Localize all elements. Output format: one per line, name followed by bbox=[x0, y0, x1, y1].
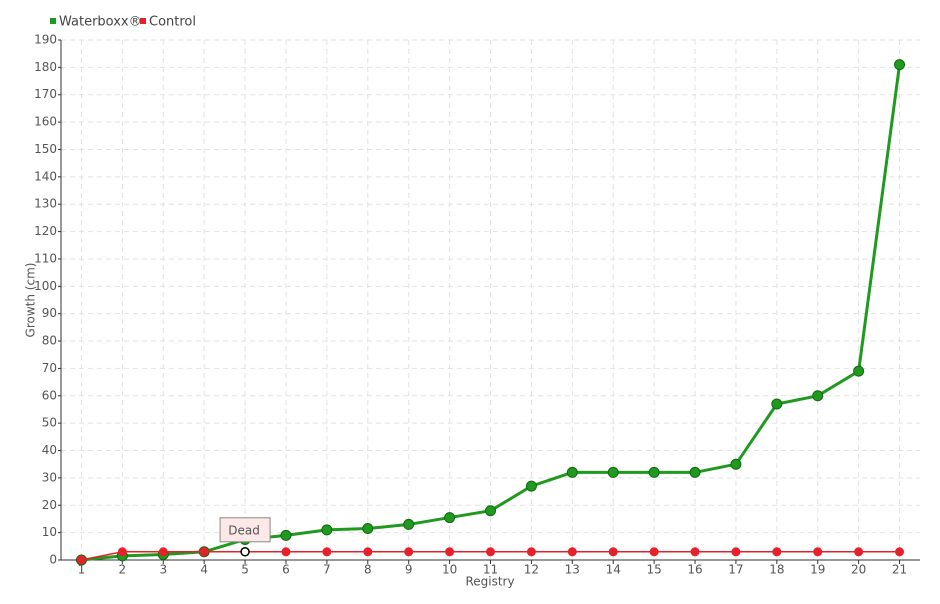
point bbox=[649, 547, 659, 557]
x-tick-label: 14 bbox=[606, 563, 621, 577]
x-tick-label: 6 bbox=[282, 563, 290, 577]
point bbox=[322, 547, 332, 557]
x-tick-label: 16 bbox=[687, 563, 702, 577]
y-axis-title: Growth (cm) bbox=[24, 263, 38, 338]
x-tick-label: 9 bbox=[405, 563, 413, 577]
y-tick-label: 10 bbox=[42, 525, 57, 539]
point bbox=[280, 529, 292, 541]
point bbox=[486, 547, 495, 557]
point bbox=[690, 547, 700, 557]
x-tick-label: 10 bbox=[442, 563, 457, 577]
point bbox=[362, 523, 374, 535]
point bbox=[648, 466, 660, 478]
point bbox=[566, 466, 578, 478]
x-tick-label: 19 bbox=[810, 563, 825, 577]
point bbox=[854, 547, 864, 557]
point bbox=[158, 547, 168, 557]
y-tick-label: 130 bbox=[34, 197, 57, 211]
y-tick-label: 170 bbox=[34, 87, 57, 101]
point bbox=[363, 547, 373, 557]
x-tick-label: 11 bbox=[483, 563, 498, 577]
y-tick-label: 20 bbox=[42, 498, 57, 512]
x-tick-label: 13 bbox=[565, 563, 580, 577]
legend-swatch bbox=[50, 18, 56, 24]
point bbox=[812, 390, 824, 402]
x-tick-label: 5 bbox=[241, 563, 249, 577]
x-tick-label: 4 bbox=[200, 563, 208, 577]
point bbox=[485, 505, 496, 517]
point bbox=[240, 547, 250, 557]
point bbox=[404, 547, 414, 557]
legend-swatch bbox=[140, 18, 146, 24]
y-tick-label: 80 bbox=[42, 334, 57, 348]
point bbox=[853, 365, 865, 377]
x-axis-title: Registry bbox=[465, 575, 514, 589]
point bbox=[321, 524, 333, 536]
y-tick-label: 30 bbox=[42, 470, 57, 484]
point bbox=[76, 555, 86, 565]
point bbox=[281, 547, 291, 557]
x-tick-label: 21 bbox=[892, 563, 907, 577]
point bbox=[526, 547, 536, 557]
x-tick-label: 20 bbox=[851, 563, 866, 577]
x-tick-label: 1 bbox=[78, 563, 86, 577]
point bbox=[813, 547, 823, 557]
y-tick-label: 180 bbox=[34, 60, 57, 74]
legend-label: Waterboxx® bbox=[59, 15, 142, 30]
x-tick-label: 17 bbox=[728, 563, 743, 577]
point bbox=[608, 547, 618, 557]
y-tick-label: 190 bbox=[34, 33, 57, 47]
x-tick-label: 8 bbox=[364, 563, 372, 577]
point bbox=[730, 458, 742, 470]
point bbox=[607, 466, 619, 478]
point bbox=[567, 547, 577, 557]
point bbox=[772, 547, 782, 557]
point bbox=[444, 512, 456, 524]
point bbox=[771, 398, 783, 410]
y-tick-label: 90 bbox=[42, 306, 57, 320]
point bbox=[894, 59, 906, 71]
y-tick-label: 110 bbox=[34, 251, 57, 265]
y-tick-label: 160 bbox=[34, 115, 57, 129]
point bbox=[199, 547, 209, 557]
y-tick-label: 150 bbox=[34, 142, 57, 156]
point bbox=[689, 466, 701, 478]
x-tick-label: 3 bbox=[159, 563, 167, 577]
point bbox=[525, 480, 537, 492]
x-tick-label: 2 bbox=[119, 563, 127, 577]
point bbox=[445, 547, 455, 557]
x-tick-label: 15 bbox=[646, 563, 661, 577]
point bbox=[403, 518, 415, 530]
y-tick-label: 70 bbox=[42, 361, 57, 375]
annotation-text: Dead bbox=[228, 523, 260, 537]
y-tick-label: 120 bbox=[34, 224, 57, 238]
y-tick-label: 140 bbox=[34, 169, 57, 183]
x-tick-label: 18 bbox=[769, 563, 784, 577]
point bbox=[731, 547, 741, 557]
y-tick-label: 100 bbox=[34, 279, 57, 293]
y-tick-label: 60 bbox=[42, 388, 57, 402]
y-tick-label: 0 bbox=[49, 553, 57, 567]
legend-label: Control bbox=[149, 15, 196, 30]
x-tick-label: 7 bbox=[323, 563, 331, 577]
annotation-box bbox=[219, 517, 271, 543]
y-tick-label: 40 bbox=[42, 443, 57, 457]
point bbox=[895, 547, 905, 557]
y-tick-label: 50 bbox=[42, 416, 57, 430]
x-tick-label: 12 bbox=[524, 563, 539, 577]
point bbox=[117, 547, 127, 557]
